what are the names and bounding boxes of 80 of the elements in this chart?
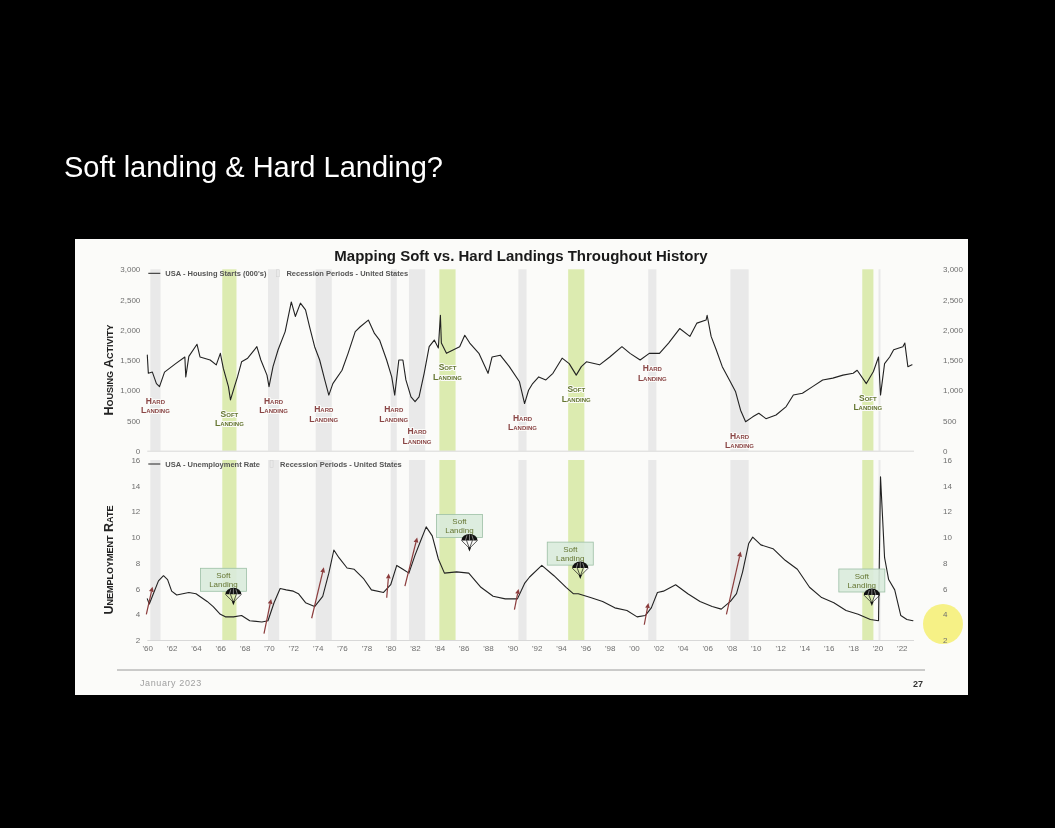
y-tick-label: 500 [126,416,141,426]
x-tick-label: '72 [288,643,300,653]
band-label: Hard Landing [141,395,171,416]
chart-title: Soft landing & Hard Landing? [64,151,443,183]
x-tick-label: '22 [897,643,909,653]
y2-tick-label: 8 [943,558,948,568]
text: January 2023 [140,678,202,688]
x-tick-label: '86 [459,643,470,653]
y-tick-label: 1,500 [120,356,141,366]
y2-tick-label: 16 [943,456,953,466]
x-tick-label: '92 [532,643,543,653]
x-tick-label: '02 [653,643,665,653]
y2-tick-label: 0 [943,446,948,456]
y2-tick-label: 1,000 [943,386,964,396]
x-tick-label: '78 [361,643,373,653]
x-tick-label: '66 [215,643,227,653]
y2-tick-label: 4 [943,610,948,620]
y-tick-label: 1,000 [120,386,141,396]
line-series [146,476,914,623]
x-tick-label: '60 [142,643,154,653]
band-label: Hard Landing [379,404,409,424]
x-tick-label: '94 [556,643,568,653]
band-label: Soft Landing [209,570,238,589]
x-tick-label: '10 [751,643,763,653]
y-tick-label: 14 [131,481,141,491]
y-tick-label: 16 [131,456,141,466]
x-tick-label: '98 [605,643,617,653]
y2-tick-label: 2,000 [943,325,964,335]
x-tick-label: '64 [191,643,203,653]
y-tick-label: 10 [131,533,141,543]
x-tick-label: '04 [678,643,690,653]
x-tick-label: '88 [483,643,495,653]
x-tick-label: '70 [264,643,276,653]
y2-tick-label: 2,500 [943,295,964,305]
text: 27 [912,679,923,689]
y2-tick-label: 14 [943,481,953,491]
x-tick-label: '84 [434,643,446,653]
y2-tick-label: 1,500 [943,356,964,366]
y-tick-label: 12 [131,507,141,517]
x-tick-label: '14 [799,643,811,653]
y2-tick-label: 500 [943,416,957,426]
chart-subtitle: Mapping Soft vs. Hard Landings Throughout History [334,247,709,264]
x-tick-label: '82 [410,643,422,653]
x-tick-label: '12 [775,643,787,653]
y-tick-label: 8 [135,558,141,568]
band-label: Hard Landing [725,430,755,451]
y2-tick-label: 10 [943,533,953,543]
x-tick-label: '80 [385,643,397,653]
x-tick-label: '90 [507,643,519,653]
y-tick-label: 2 [135,636,141,646]
y2-tick-label: 6 [943,584,948,594]
y-tick-label: 2,500 [120,295,141,305]
x-tick-label: '08 [726,643,738,653]
band-label: Hard Landing [309,404,339,424]
y-axis-title: Housing Activity [102,324,116,416]
band-label: Hard Landing [259,395,289,416]
band-label: Soft Landing [445,516,474,535]
x-tick-label: '74 [312,643,324,653]
band-label: Hard Landing [402,426,432,446]
y-tick-label: 0 [135,446,141,456]
x-tick-label: '20 [872,643,884,653]
x-tick-label: '62 [166,643,178,653]
x-tick-label: '76 [337,643,349,653]
band-label: Hard Landing [637,363,668,383]
x-tick-label: '00 [629,643,641,653]
band-label: Hard Landing [508,412,538,433]
y-tick-label: 3,000 [120,265,141,275]
y-axis-title: Unemployment Rate [102,505,116,615]
band-label: Soft Landing [556,544,585,563]
y2-tick-label: 2 [943,636,948,646]
x-tick-label: '96 [580,643,592,653]
x-tick-label: '16 [824,643,836,653]
y-tick-label: 6 [135,584,141,594]
y2-tick-label: 3,000 [943,265,964,275]
y-tick-label: 2,000 [120,325,141,335]
x-tick-label: '68 [239,643,251,653]
y2-tick-label: 12 [943,507,953,517]
x-tick-label: '06 [702,643,714,653]
x-tick-label: '18 [848,643,860,653]
y-tick-label: 4 [135,610,141,620]
